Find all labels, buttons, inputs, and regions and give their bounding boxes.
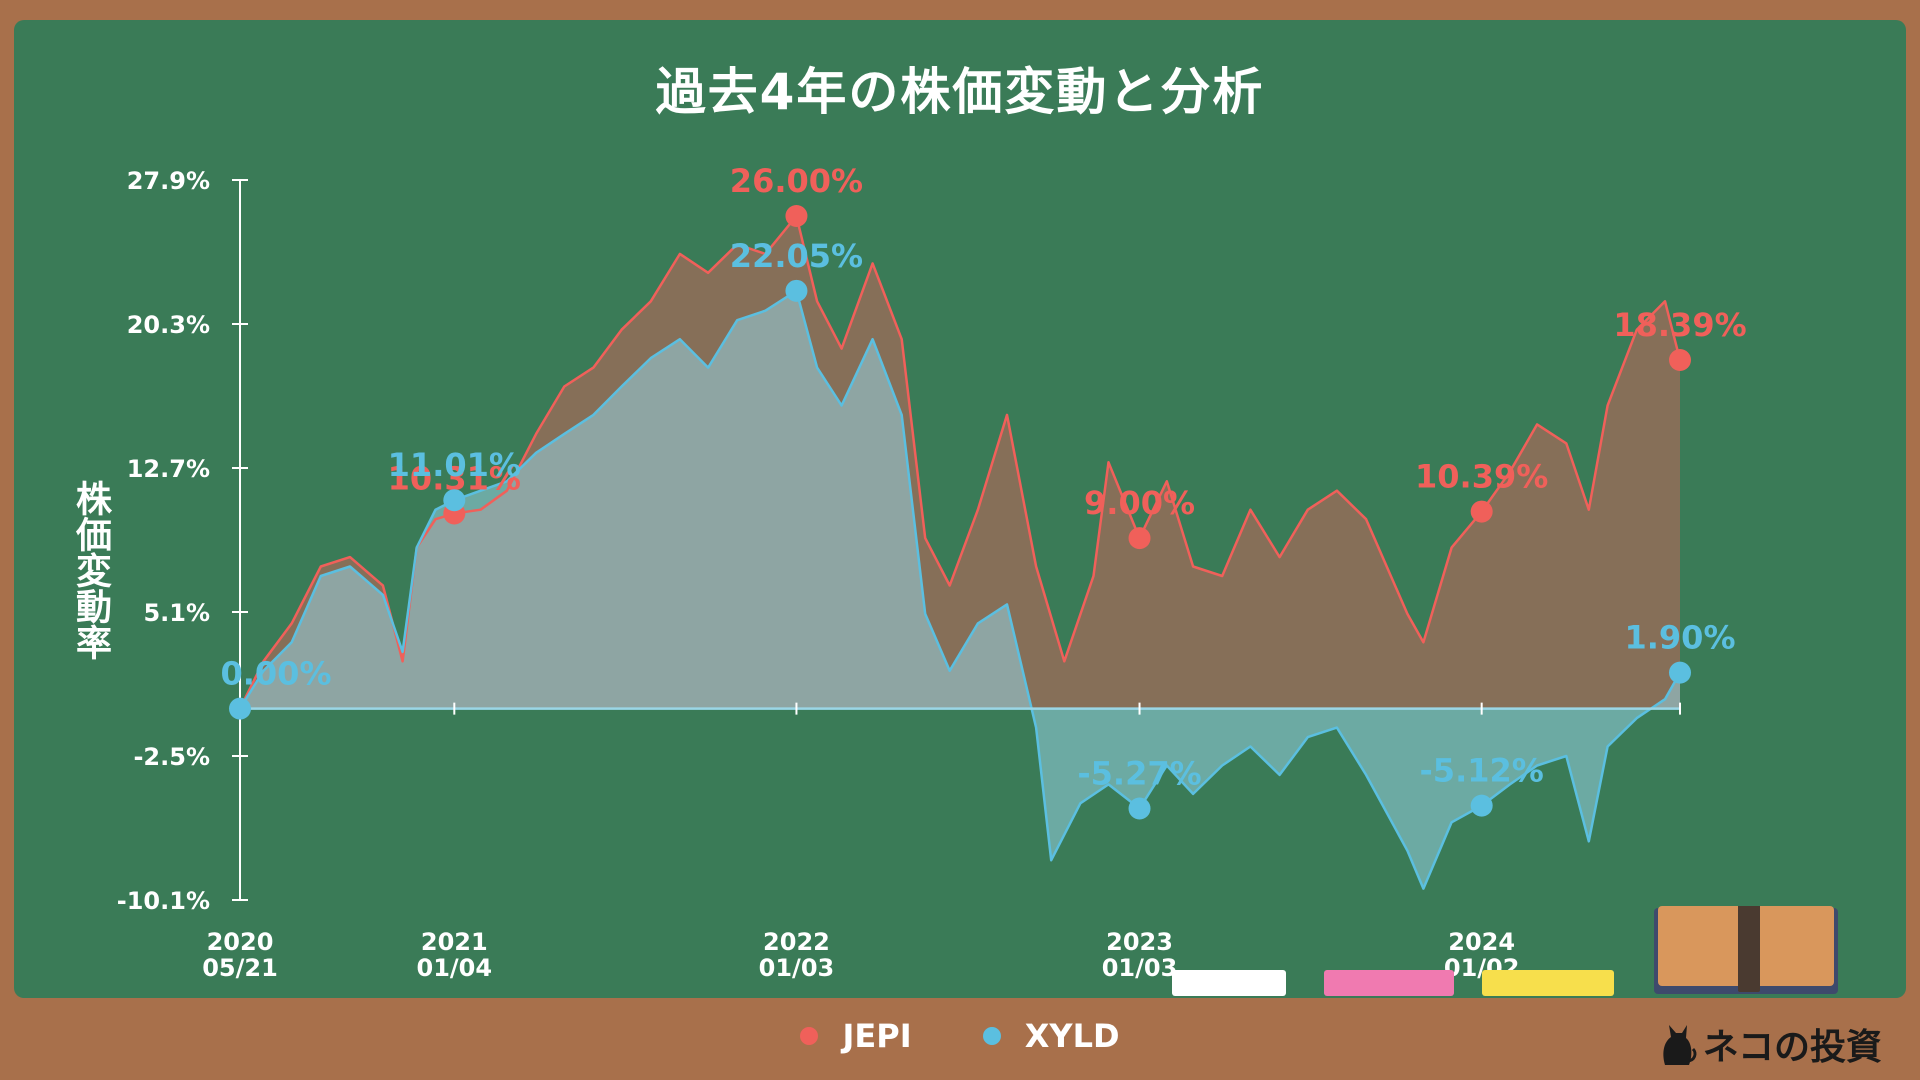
data-label-jepi: 18.39% xyxy=(1613,306,1746,344)
data-label-xyld: 11.01% xyxy=(388,446,521,484)
chart-title: 過去4年の株価変動と分析 xyxy=(655,63,1265,121)
data-label-xyld: 22.05% xyxy=(730,237,863,275)
legend: JEPI XYLD xyxy=(0,1015,1920,1055)
x-tick-label-year: 2022 xyxy=(763,928,830,956)
area-xyld xyxy=(240,290,1680,889)
x-tick-label-date: 01/03 xyxy=(1102,954,1178,982)
marker-xyld xyxy=(1669,661,1691,684)
y-tick-label: 12.7% xyxy=(127,455,210,483)
x-tick-label-year: 2020 xyxy=(207,928,274,956)
y-tick-label: -10.1% xyxy=(117,887,210,915)
marker-xyld xyxy=(229,697,251,720)
cat-icon xyxy=(1663,1025,1697,1065)
x-tick-label-year: 2021 xyxy=(421,928,488,956)
annotations: 10.31%26.00%9.00%10.39%18.39%0.00%11.01%… xyxy=(220,162,1747,820)
chalk-yellow xyxy=(1482,970,1614,996)
y-tick-label: -2.5% xyxy=(133,743,210,771)
legend-item-jepi: JEPI xyxy=(800,1017,912,1055)
legend-dot-xyld xyxy=(982,1027,1001,1045)
marker-jepi xyxy=(1669,349,1691,371)
legend-label-xyld: XYLD xyxy=(1024,1017,1120,1055)
marker-jepi xyxy=(785,205,808,227)
y-tick-label: 5.1% xyxy=(143,599,210,627)
eraser-icon xyxy=(1654,906,1838,994)
data-label-xyld: 1.90% xyxy=(1624,619,1735,657)
y-tick-label: 20.3% xyxy=(127,311,210,339)
legend-item-xyld: XYLD xyxy=(982,1017,1120,1055)
legend-label-jepi: JEPI xyxy=(842,1017,912,1055)
marker-xyld xyxy=(443,489,466,512)
chalk-pink xyxy=(1324,970,1454,996)
marker-jepi xyxy=(1470,500,1493,523)
x-tick-label-date: 05/21 xyxy=(202,954,278,982)
series-areas xyxy=(240,216,1680,889)
data-label-xyld: 0.00% xyxy=(220,655,331,693)
x-tick-label-year: 2023 xyxy=(1106,928,1173,956)
marker-xyld xyxy=(1470,794,1493,817)
x-tick-label-date: 01/04 xyxy=(417,954,493,982)
y-tick-label: 27.9% xyxy=(127,167,210,195)
y-axis-label: 株価変動率 xyxy=(70,480,111,660)
marker-xyld xyxy=(1128,797,1151,820)
data-label-xyld: -5.12% xyxy=(1420,752,1544,790)
marker-jepi xyxy=(1128,527,1151,550)
data-label-jepi: 26.00% xyxy=(730,162,863,200)
legend-dot-jepi xyxy=(800,1027,819,1045)
chalk-white xyxy=(1172,970,1286,996)
data-label-xyld: -5.27% xyxy=(1077,754,1201,792)
data-label-jepi: 9.00% xyxy=(1084,484,1195,522)
marker-xyld xyxy=(785,279,808,302)
x-tick-label-year: 2024 xyxy=(1448,928,1515,956)
x-tick-label-date: 01/03 xyxy=(759,954,835,982)
logo: ネコの投資 xyxy=(1657,1018,1882,1070)
logo-text: ネコの投資 xyxy=(1702,1027,1882,1068)
data-label-jepi: 10.39% xyxy=(1415,458,1548,496)
